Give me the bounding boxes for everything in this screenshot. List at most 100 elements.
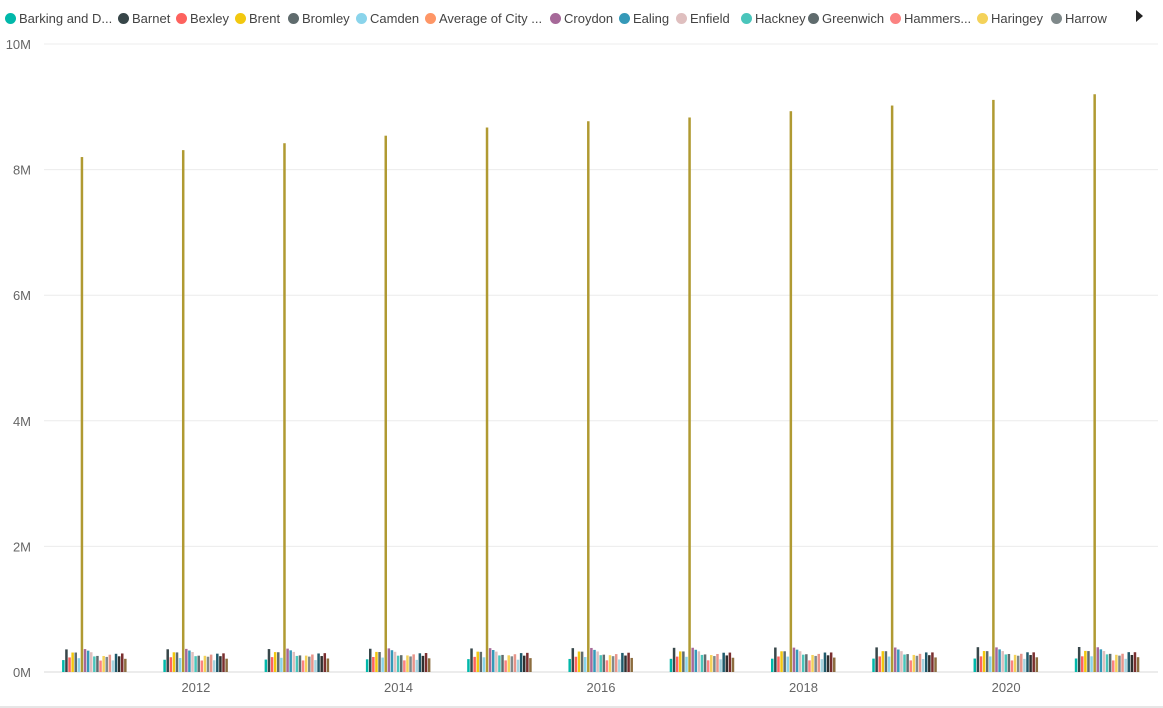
bar[interactable] — [581, 652, 584, 672]
bar[interactable] — [314, 660, 317, 672]
bar[interactable] — [1026, 652, 1029, 672]
bar[interactable] — [875, 647, 878, 672]
bar[interactable] — [913, 655, 916, 672]
bar[interactable] — [998, 649, 1001, 672]
bar[interactable] — [185, 649, 188, 672]
bar[interactable] — [695, 650, 698, 672]
bar[interactable] — [1011, 660, 1014, 672]
bar[interactable] — [299, 655, 302, 672]
bar[interactable] — [906, 654, 909, 672]
bar[interactable] — [483, 657, 486, 672]
bar[interactable] — [1017, 656, 1020, 672]
bar[interactable] — [526, 653, 529, 672]
legend-item[interactable]: Hackney — [741, 9, 806, 27]
bar[interactable] — [599, 655, 602, 672]
bar[interactable] — [1075, 659, 1078, 673]
bar[interactable] — [489, 648, 492, 672]
bar[interactable] — [179, 658, 182, 672]
bar[interactable] — [308, 657, 311, 672]
bar[interactable] — [222, 653, 225, 672]
bar[interactable] — [989, 656, 992, 672]
bar[interactable] — [925, 652, 928, 672]
bar[interactable] — [679, 651, 682, 672]
bar[interactable] — [615, 654, 618, 672]
bar[interactable] — [575, 657, 578, 672]
bar[interactable] — [587, 121, 590, 672]
bar[interactable] — [369, 649, 372, 672]
bar[interactable] — [691, 648, 694, 672]
bar[interactable] — [882, 651, 885, 672]
bar[interactable] — [480, 652, 483, 672]
bar[interactable] — [197, 656, 200, 672]
bar[interactable] — [397, 656, 400, 672]
bar[interactable] — [327, 659, 330, 673]
bar[interactable] — [112, 660, 115, 672]
bar[interactable] — [596, 651, 599, 672]
bar[interactable] — [1008, 654, 1011, 672]
bar[interactable] — [726, 655, 729, 672]
bar[interactable] — [74, 653, 77, 672]
bar[interactable] — [974, 659, 977, 672]
bar[interactable] — [1097, 647, 1100, 672]
legend-item[interactable]: Harrow — [1051, 9, 1107, 27]
bar[interactable] — [467, 659, 470, 672]
bar[interactable] — [1134, 652, 1137, 672]
bar[interactable] — [219, 656, 222, 672]
bar[interactable] — [916, 656, 919, 672]
legend-item[interactable]: Greenwich — [808, 9, 884, 27]
bar[interactable] — [891, 106, 894, 672]
bar[interactable] — [406, 655, 409, 672]
bar[interactable] — [96, 656, 99, 672]
bar[interactable] — [716, 654, 719, 672]
bar[interactable] — [827, 655, 830, 672]
bar[interactable] — [909, 660, 912, 672]
bar[interactable] — [698, 651, 701, 672]
bar[interactable] — [1106, 654, 1109, 672]
bar[interactable] — [305, 656, 308, 672]
bar[interactable] — [977, 647, 980, 672]
legend-item[interactable]: Hammers... — [890, 9, 971, 27]
bar[interactable] — [719, 659, 722, 672]
bar[interactable] — [934, 657, 937, 672]
bar[interactable] — [470, 648, 473, 672]
bar[interactable] — [65, 649, 68, 672]
bar[interactable] — [630, 658, 633, 672]
bar[interactable] — [194, 656, 197, 672]
bar[interactable] — [412, 654, 415, 672]
bar[interactable] — [1093, 94, 1096, 672]
bar[interactable] — [701, 655, 704, 672]
bar[interactable] — [520, 653, 523, 672]
bar[interactable] — [372, 657, 375, 672]
bar[interactable] — [572, 648, 575, 672]
bar[interactable] — [492, 650, 495, 672]
bar[interactable] — [578, 652, 581, 672]
bar[interactable] — [416, 660, 419, 672]
bar[interactable] — [102, 656, 105, 672]
bar[interactable] — [191, 652, 194, 672]
bar[interactable] — [568, 659, 571, 672]
bar[interactable] — [928, 655, 931, 672]
bar[interactable] — [624, 656, 627, 672]
bar[interactable] — [1118, 656, 1121, 672]
bar[interactable] — [403, 660, 406, 672]
bar[interactable] — [289, 650, 292, 672]
bar[interactable] — [1036, 657, 1039, 672]
bar[interactable] — [872, 659, 875, 672]
bar[interactable] — [824, 653, 827, 672]
bar[interactable] — [1121, 654, 1124, 672]
bar[interactable] — [584, 657, 587, 672]
bar[interactable] — [878, 656, 881, 672]
bar[interactable] — [124, 659, 127, 672]
bar[interactable] — [903, 655, 906, 672]
bar[interactable] — [394, 652, 397, 672]
bar[interactable] — [818, 654, 821, 672]
bar[interactable] — [919, 654, 922, 672]
bar[interactable] — [780, 651, 783, 672]
bar[interactable] — [673, 648, 676, 672]
bar[interactable] — [320, 656, 323, 672]
bar[interactable] — [805, 654, 808, 672]
bar[interactable] — [507, 655, 510, 672]
bar[interactable] — [283, 143, 286, 672]
bar[interactable] — [980, 656, 983, 672]
bar[interactable] — [293, 652, 296, 672]
